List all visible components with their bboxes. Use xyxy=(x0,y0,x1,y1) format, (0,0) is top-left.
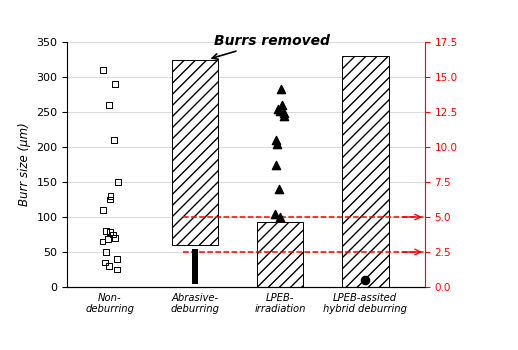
Point xyxy=(109,232,117,237)
Point xyxy=(361,277,369,283)
Point xyxy=(102,249,110,255)
Text: Burrs removed: Burrs removed xyxy=(212,34,329,59)
Point xyxy=(278,102,286,108)
Point xyxy=(109,137,118,143)
Point xyxy=(272,137,280,143)
Point xyxy=(274,106,282,111)
Point xyxy=(111,235,119,241)
Point xyxy=(280,113,289,118)
Point xyxy=(110,81,119,87)
Point xyxy=(273,141,281,146)
Point xyxy=(113,267,121,272)
Point xyxy=(276,214,284,220)
Point xyxy=(276,108,284,113)
Point xyxy=(277,86,285,92)
Bar xyxy=(171,60,219,245)
Point xyxy=(271,162,280,167)
Point xyxy=(105,102,113,108)
Point xyxy=(106,230,114,235)
Point xyxy=(106,193,114,199)
Y-axis label: Burr size (μm): Burr size (μm) xyxy=(18,122,31,206)
Point xyxy=(271,211,279,216)
Point xyxy=(106,197,114,202)
Point xyxy=(276,186,284,192)
Point xyxy=(105,263,113,269)
Point xyxy=(102,228,110,234)
Point xyxy=(280,111,288,116)
Bar xyxy=(342,56,388,287)
Point xyxy=(104,237,112,242)
Point xyxy=(98,239,107,244)
Point xyxy=(101,260,109,265)
Point xyxy=(98,207,107,213)
Point xyxy=(98,67,107,73)
Point xyxy=(114,179,122,185)
Bar xyxy=(193,248,197,284)
Point xyxy=(113,256,121,262)
Bar xyxy=(257,222,304,287)
